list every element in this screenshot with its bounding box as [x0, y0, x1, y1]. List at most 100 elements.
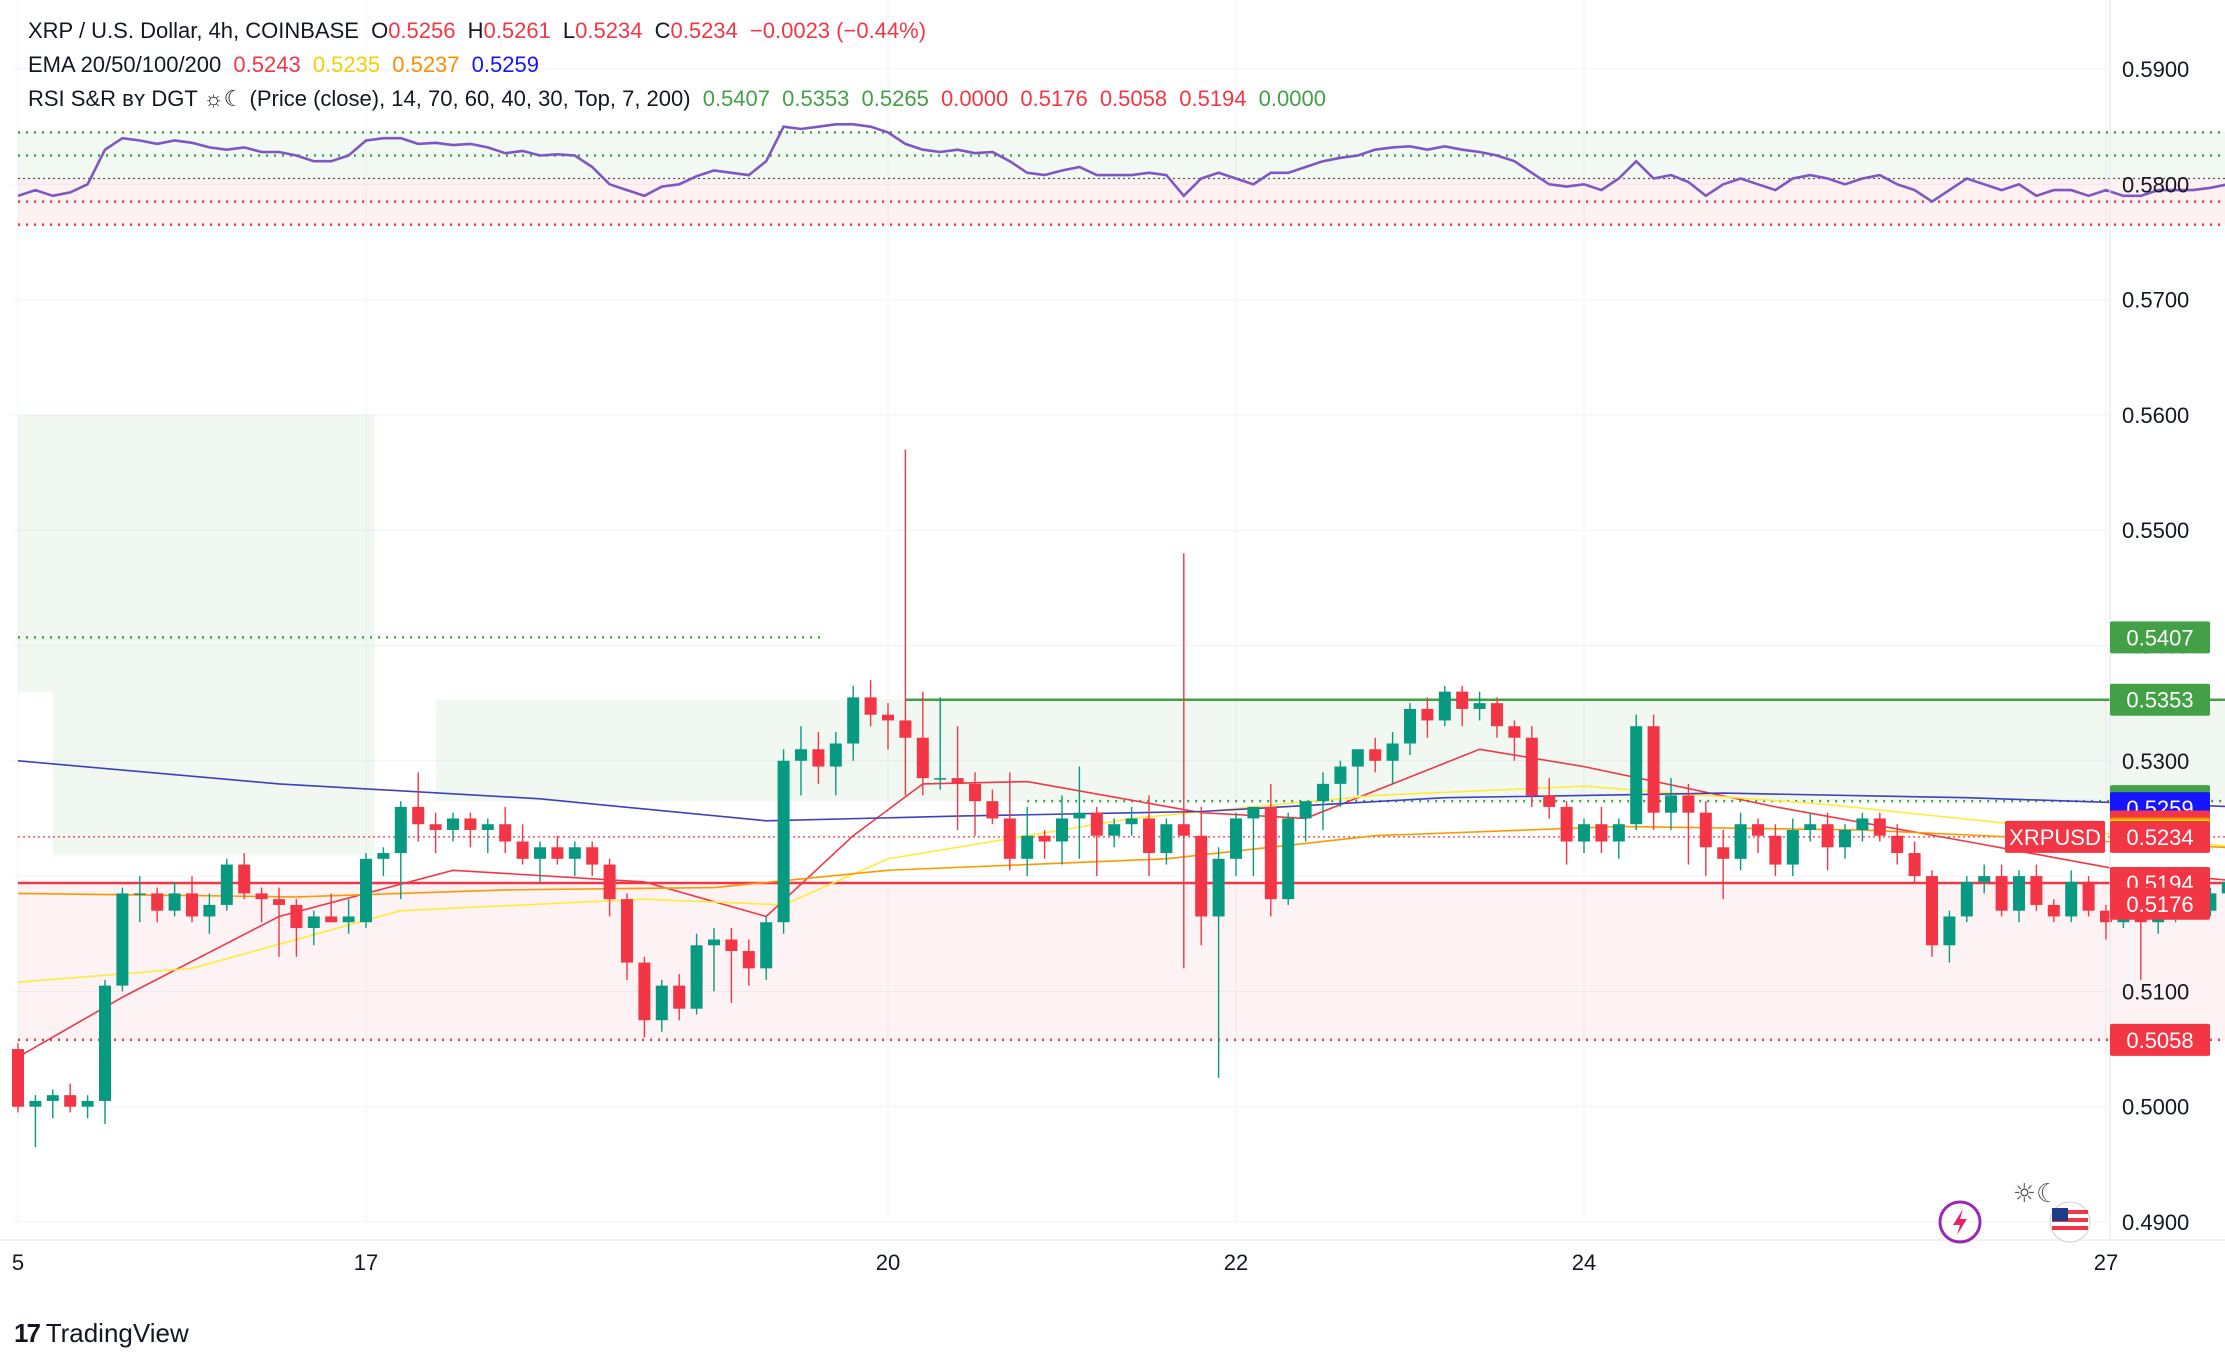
candle[interactable] [1491, 697, 1503, 738]
candle[interactable] [2065, 870, 2078, 923]
candle[interactable] [1247, 806, 1260, 877]
us-flag-icon[interactable] [2049, 1201, 2091, 1243]
candle[interactable] [934, 697, 947, 790]
candle[interactable] [882, 703, 894, 750]
candle[interactable] [1908, 841, 1921, 882]
candle[interactable] [516, 824, 529, 865]
lightning-icon[interactable] [1938, 1200, 1982, 1244]
candle[interactable] [603, 858, 616, 917]
candle[interactable] [499, 806, 512, 854]
candle[interactable] [151, 887, 164, 923]
candle[interactable] [777, 749, 790, 934]
candle[interactable] [568, 841, 581, 877]
candle[interactable] [551, 835, 564, 865]
candle[interactable] [1456, 685, 1469, 727]
candle[interactable] [2047, 899, 2060, 923]
candle[interactable] [1143, 795, 1155, 877]
candle[interactable] [325, 893, 338, 923]
candle[interactable] [481, 818, 494, 854]
candle[interactable] [1421, 697, 1434, 738]
candle[interactable] [1839, 824, 1851, 859]
candle[interactable] [1978, 864, 1991, 894]
candle[interactable] [1856, 812, 1869, 842]
candle[interactable] [1769, 824, 1782, 877]
candle[interactable] [1299, 801, 1312, 842]
candle[interactable] [1508, 720, 1521, 761]
candle[interactable] [81, 1095, 94, 1119]
candle[interactable] [638, 956, 651, 1038]
candle[interactable] [1160, 818, 1173, 865]
candle[interactable] [1177, 553, 1190, 969]
candle[interactable] [621, 893, 633, 980]
candle[interactable] [1821, 812, 1834, 871]
candle[interactable] [203, 893, 216, 934]
candle[interactable] [1717, 829, 1730, 900]
candle[interactable] [238, 853, 251, 900]
candle[interactable] [1438, 685, 1451, 727]
candle[interactable] [1264, 783, 1277, 917]
candle[interactable] [690, 933, 703, 1015]
candle[interactable] [742, 939, 755, 986]
candle[interactable] [1891, 824, 1904, 865]
candle[interactable] [1386, 731, 1399, 784]
candle[interactable] [586, 841, 599, 877]
candle[interactable] [1543, 778, 1556, 819]
candle[interactable] [1056, 795, 1068, 865]
candle[interactable] [377, 847, 390, 877]
candle[interactable] [969, 772, 981, 836]
candle[interactable] [864, 680, 877, 727]
candle[interactable] [64, 1083, 77, 1113]
candle[interactable] [255, 887, 268, 923]
candle[interactable] [290, 899, 303, 957]
candle[interactable] [899, 449, 912, 796]
candle[interactable] [951, 726, 964, 830]
candle[interactable] [1804, 812, 1817, 842]
candle[interactable] [812, 731, 825, 784]
candle[interactable] [725, 927, 738, 1003]
candle[interactable] [1560, 801, 1573, 865]
candle[interactable] [220, 858, 233, 911]
candle[interactable] [1578, 818, 1590, 854]
candle[interactable] [986, 789, 999, 825]
candle[interactable] [168, 881, 181, 917]
candle[interactable] [1525, 726, 1538, 807]
candle[interactable] [2013, 870, 2025, 923]
candle[interactable] [394, 801, 407, 900]
candle[interactable] [673, 974, 686, 1021]
candle[interactable] [464, 812, 477, 848]
candle[interactable] [307, 910, 320, 946]
candle[interactable] [46, 1089, 59, 1119]
candle[interactable] [1682, 783, 1695, 865]
candle[interactable] [1699, 801, 1712, 877]
candle[interactable] [273, 887, 285, 957]
candle[interactable] [1334, 760, 1347, 807]
candle[interactable] [1125, 806, 1138, 836]
candle[interactable] [708, 927, 720, 992]
candle[interactable] [1073, 766, 1086, 859]
candle[interactable] [29, 1095, 42, 1148]
candle[interactable] [1647, 714, 1660, 830]
candle[interactable] [12, 1043, 24, 1113]
tradingview-logo[interactable]: 17 TradingView [14, 1318, 189, 1349]
candle[interactable] [1404, 703, 1416, 756]
candle[interactable] [1108, 818, 1121, 848]
candle[interactable] [760, 916, 773, 980]
candle[interactable] [1282, 812, 1295, 905]
candle[interactable] [1212, 847, 1225, 1078]
candle[interactable] [1090, 806, 1103, 877]
candle[interactable] [133, 876, 146, 923]
candle[interactable] [795, 726, 807, 796]
candle[interactable] [186, 876, 198, 923]
candle[interactable] [655, 979, 668, 1032]
candle[interactable] [1021, 806, 1034, 877]
candle[interactable] [412, 772, 425, 842]
candle[interactable] [916, 691, 929, 796]
candle[interactable] [116, 887, 129, 992]
candle[interactable] [1752, 818, 1764, 854]
candle[interactable] [1943, 910, 1956, 963]
candle[interactable] [847, 685, 860, 761]
candle[interactable] [1230, 812, 1242, 877]
candle[interactable] [1926, 870, 1938, 957]
candle[interactable] [1195, 806, 1208, 946]
